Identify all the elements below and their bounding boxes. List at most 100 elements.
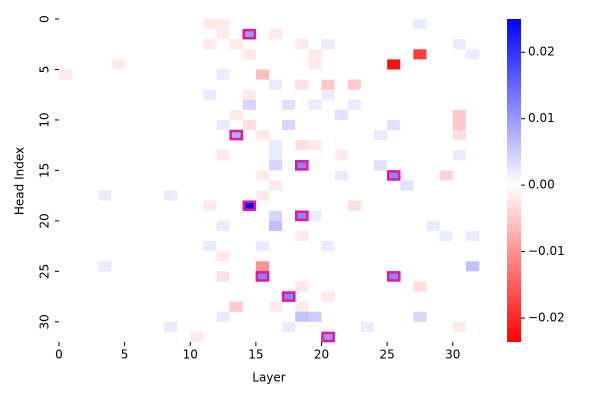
heatmap-cell — [177, 190, 191, 201]
heatmap-cell — [439, 69, 454, 80]
heatmap-cell — [255, 130, 270, 141]
heatmap-cell — [452, 230, 467, 242]
heatmap-cell — [334, 331, 349, 343]
heatmap-cell — [465, 160, 480, 171]
x-tick-label: 0 — [55, 348, 63, 362]
heatmap-cell — [255, 29, 270, 40]
heatmap-cell — [85, 321, 99, 333]
heatmap-cell — [400, 220, 414, 232]
heatmap-cell — [137, 170, 152, 181]
heatmap-cell — [360, 19, 375, 30]
heatmap-cell — [72, 59, 86, 70]
heatmap-cell — [374, 230, 388, 242]
heatmap-cell — [334, 241, 349, 252]
heatmap-cell — [413, 160, 427, 171]
heatmap-cell — [111, 291, 125, 302]
colorbar-tick-label: 0.02 — [528, 45, 555, 59]
heatmap-cell — [203, 301, 217, 313]
heatmap-cell — [308, 311, 322, 323]
heatmap-cell — [242, 99, 257, 111]
heatmap-cell — [216, 79, 230, 90]
heatmap-cell — [150, 49, 165, 60]
heatmap-cell — [203, 170, 217, 181]
heatmap-cell — [203, 200, 217, 212]
heatmap-cell — [190, 241, 204, 252]
heatmap-cell — [413, 331, 427, 343]
heatmap-cell — [321, 19, 335, 30]
heatmap-cell — [164, 109, 178, 121]
heatmap-cell — [190, 301, 204, 313]
heatmap-cell — [269, 140, 283, 151]
highlight-box — [242, 28, 257, 40]
heatmap-cell — [426, 220, 440, 232]
heatmap-cell — [150, 180, 165, 191]
heatmap-cell — [465, 291, 480, 302]
heatmap-cell — [439, 230, 454, 242]
heatmap-cell — [400, 99, 414, 111]
heatmap-cell — [72, 49, 86, 60]
heatmap-cell — [387, 331, 401, 343]
heatmap-cell — [255, 251, 270, 262]
heatmap-cell — [439, 281, 454, 292]
heatmap-cell — [229, 311, 244, 323]
heatmap-cell — [98, 271, 112, 282]
heatmap-cell — [216, 190, 230, 201]
heatmap-cell — [465, 281, 480, 292]
heatmap-cell — [347, 180, 362, 191]
heatmap-cell — [111, 190, 125, 201]
heatmap-cell — [295, 89, 309, 101]
heatmap-cell — [190, 251, 204, 262]
heatmap-cell — [387, 49, 401, 60]
heatmap-cell — [111, 99, 125, 111]
heatmap-cell — [164, 281, 178, 292]
heatmap-cell — [439, 160, 454, 171]
heatmap-cell — [150, 281, 165, 292]
heatmap-cell — [452, 130, 467, 141]
heatmap-cell — [387, 291, 401, 302]
heatmap-cell — [387, 109, 401, 121]
heatmap-cell — [216, 271, 230, 282]
heatmap-cell — [387, 220, 401, 232]
heatmap-cell — [413, 261, 427, 272]
y-tick-label: 30 — [38, 314, 52, 329]
heatmap-cell — [72, 230, 86, 242]
heatmap-cell — [413, 109, 427, 121]
heatmap-cell — [98, 311, 112, 323]
heatmap-cell — [98, 331, 112, 343]
heatmap-cell — [374, 39, 388, 50]
heatmap-cell — [216, 281, 230, 292]
heatmap-cell — [124, 130, 139, 141]
heatmap-cell — [229, 200, 244, 212]
heatmap-cell — [164, 29, 178, 40]
heatmap-cell — [452, 220, 467, 232]
heatmap-cell — [374, 251, 388, 262]
heatmap-cell — [387, 210, 401, 222]
heatmap-cell — [85, 49, 99, 60]
heatmap-cell — [72, 301, 86, 313]
heatmap-cell — [190, 49, 204, 60]
heatmap-cell — [413, 241, 427, 252]
heatmap-cell — [150, 89, 165, 101]
heatmap-cell — [190, 331, 204, 343]
heatmap-cell — [347, 109, 362, 121]
heatmap-cell — [400, 301, 414, 313]
heatmap-cell — [98, 220, 112, 232]
heatmap-cell — [59, 109, 73, 121]
heatmap-cell — [321, 261, 335, 272]
heatmap-cell — [334, 180, 349, 191]
heatmap-cell — [216, 99, 230, 111]
heatmap-cell — [452, 19, 467, 30]
heatmap-cell — [255, 39, 270, 50]
heatmap-cell — [360, 49, 375, 60]
heatmap-cell — [413, 29, 427, 40]
heatmap-cell — [465, 180, 480, 191]
heatmap-cell — [98, 130, 112, 141]
x-axis-label: Layer — [252, 371, 286, 385]
heatmap-cell — [282, 230, 296, 242]
heatmap-cell — [374, 160, 388, 171]
heatmap-cell — [269, 291, 283, 302]
heatmap-cell — [334, 251, 349, 262]
heatmap-cell — [452, 160, 467, 171]
heatmap-cell — [59, 150, 73, 161]
heatmap-cell — [374, 29, 388, 40]
